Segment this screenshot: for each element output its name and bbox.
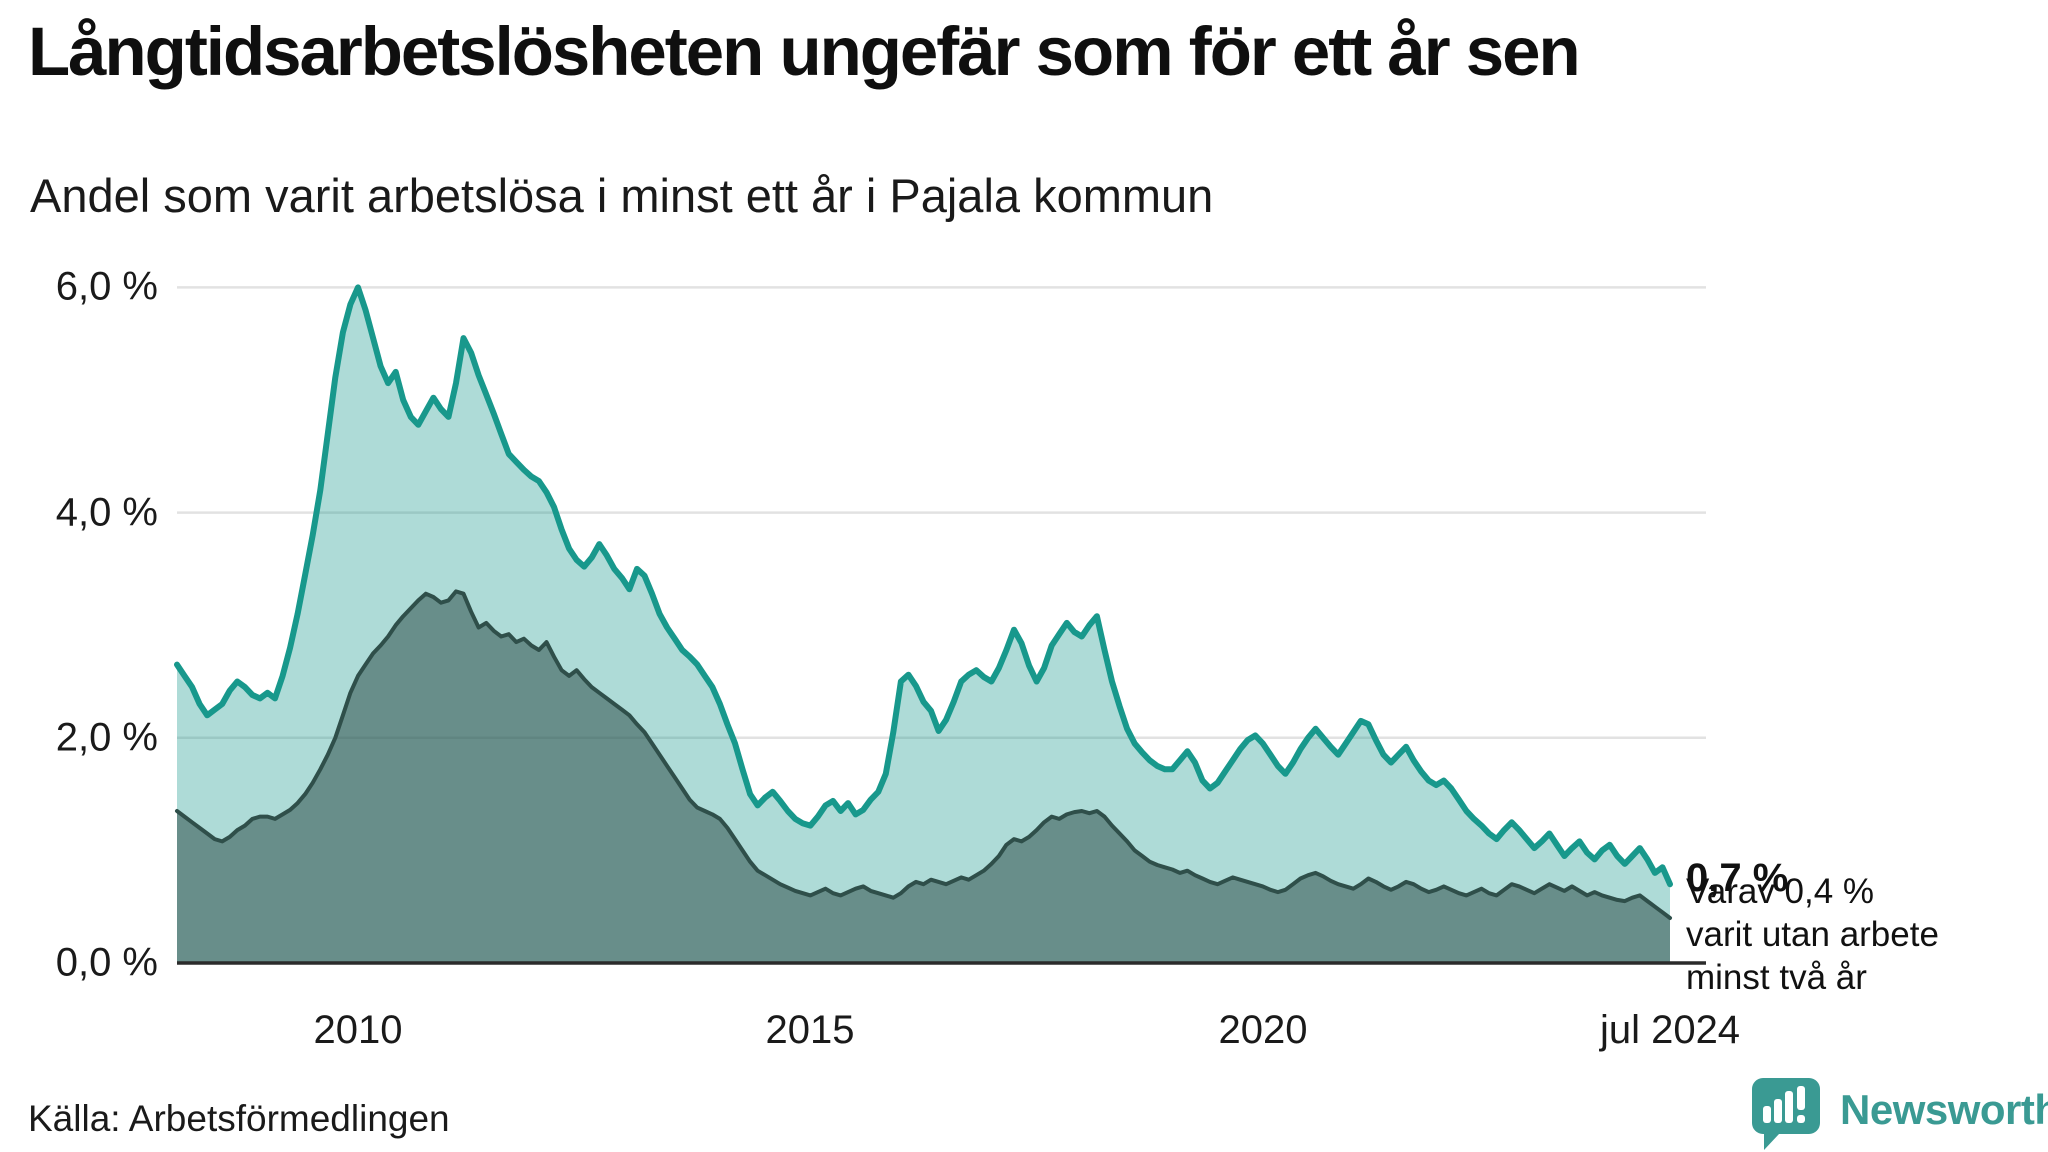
x-tick-2015: 2015 bbox=[765, 1008, 855, 1052]
newsworthy-logo-text: Newsworthy bbox=[1840, 1086, 2048, 1133]
varav-annotation-line1: Varav 0,4 % bbox=[1686, 872, 1875, 911]
page-title: Långtidsarbetslösheten ungefär som för e… bbox=[28, 13, 1581, 90]
x-tick-2010: 2010 bbox=[313, 1008, 403, 1052]
exclamation-dot bbox=[1797, 1115, 1805, 1123]
x-tick-jul-2024: jul 2024 bbox=[1599, 1008, 1741, 1052]
varav-annotation-line2: varit utan arbete bbox=[1686, 915, 1939, 954]
y-tick-6: 6,0 % bbox=[55, 264, 158, 309]
varav-annotation-line3: minst två år bbox=[1686, 958, 1867, 997]
newsworthy-logo-icon bbox=[1752, 1078, 1820, 1150]
y-tick-0: 0,0 % bbox=[55, 940, 158, 985]
x-tick-2020: 2020 bbox=[1218, 1008, 1308, 1052]
series-min-one-year-line bbox=[174, 284, 1673, 888]
bar-2 bbox=[1774, 1099, 1782, 1123]
y-tick-2: 2,0 % bbox=[55, 715, 158, 760]
page-subtitle: Andel som varit arbetslösa i minst ett å… bbox=[30, 169, 1214, 222]
series-min-two-years-line bbox=[175, 589, 1672, 920]
last-value-label: 0,7 % bbox=[1686, 856, 1789, 900]
series-min-two-years-area bbox=[177, 591, 1670, 963]
y-tick-4: 4,0 % bbox=[55, 490, 158, 535]
varav-annotation: Varav 0,4 % varit utan arbete minst två … bbox=[1686, 870, 1939, 999]
source-note: Källa: Arbetsförmedlingen bbox=[28, 1098, 450, 1139]
bar-1 bbox=[1763, 1106, 1771, 1123]
bar-3 bbox=[1785, 1091, 1793, 1123]
exclamation-bar bbox=[1797, 1086, 1805, 1110]
